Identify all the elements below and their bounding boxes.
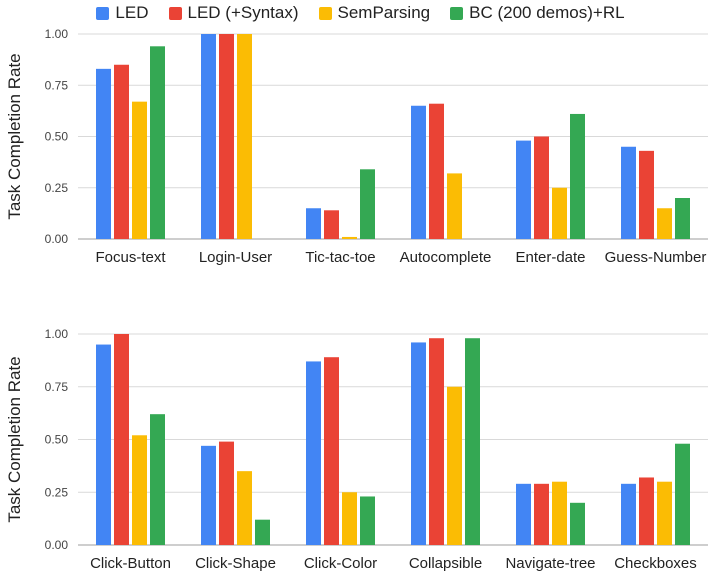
bar-1-guess-number-3 [657, 208, 672, 239]
x-tick-label-2-3: Collapsible [409, 555, 482, 572]
bar-2-checkboxes-2 [639, 477, 654, 545]
bar-2-navigate-tree-3 [552, 481, 567, 545]
bar-2-checkboxes-1 [621, 483, 636, 545]
bar-2-navigate-tree-2 [534, 483, 549, 545]
x-tick-label-1-3: Autocomplete [400, 249, 492, 266]
legend-label-led: LED [115, 3, 149, 22]
bar-2-navigate-tree-4 [570, 502, 585, 545]
legend-item-led: LED [96, 3, 149, 23]
y-tick-label-1-0: 0.00 [45, 232, 69, 246]
bar-1-focus-text-1 [96, 68, 111, 239]
bar-1-tic-tac-toe-3 [342, 236, 357, 239]
bar-1-focus-text-4 [150, 46, 165, 239]
bar-1-focus-text-2 [114, 64, 129, 239]
bar-1-enter-date-4 [570, 113, 585, 239]
bar-1-enter-date-3 [552, 187, 567, 239]
x-tick-label-1-2: Tic-tac-toe [305, 249, 375, 266]
bar-2-click-button-2 [114, 334, 129, 545]
bar-2-collapsible-3 [447, 386, 462, 545]
bar-2-click-color-3 [342, 492, 357, 545]
bar-2-collapsible-2 [429, 338, 444, 545]
legend-item-bc-rl: BC (200 demos)+RL [450, 3, 625, 23]
legend-swatch-bc-rl [450, 6, 464, 20]
legend-label-semparsing: SemParsing [337, 3, 431, 22]
x-tick-label-1-4: Enter-date [515, 249, 585, 266]
x-tick-label-2-2: Click-Color [304, 555, 377, 572]
x-tick-label-2-4: Navigate-tree [505, 555, 595, 572]
bar-2-click-button-1 [96, 344, 111, 545]
bar-1-autocomplete-1 [411, 105, 426, 239]
bar-1-enter-date-1 [516, 140, 531, 239]
bar-1-login-user-1 [201, 34, 216, 239]
bar-1-autocomplete-3 [447, 173, 462, 239]
y-tick-label-1-1: 0.25 [45, 181, 69, 195]
legend-item-semparsing: SemParsing [318, 3, 431, 23]
y-axis-title-2: Task Completion Rate [5, 356, 24, 522]
bar-2-checkboxes-4 [675, 443, 690, 545]
bar-2-click-color-4 [360, 496, 375, 545]
bar-2-checkboxes-3 [657, 481, 672, 545]
bar-1-focus-text-3 [132, 101, 147, 240]
bar-2-collapsible-1 [411, 342, 426, 545]
legend-swatch-led [96, 6, 110, 20]
x-tick-label-1-5: Guess-Number [605, 249, 707, 266]
legend-swatch-semparsing [318, 6, 332, 20]
y-tick-label-1-2: 0.50 [45, 130, 69, 144]
bar-1-enter-date-2 [534, 136, 549, 239]
bar-2-click-button-4 [150, 414, 165, 545]
bar-1-login-user-3 [237, 34, 252, 239]
y-axis-title-1: Task Completion Rate [5, 53, 24, 219]
bar-2-navigate-tree-1 [516, 483, 531, 545]
legend-label-bc-rl: BC (200 demos)+RL [469, 3, 625, 22]
legend-swatch-led-syntax [168, 6, 182, 20]
bar-1-guess-number-4 [675, 198, 690, 239]
x-tick-label-2-0: Click-Button [90, 555, 171, 572]
bar-2-click-shape-3 [237, 471, 252, 545]
bar-1-tic-tac-toe-2 [324, 210, 339, 239]
bar-2-click-shape-1 [201, 445, 216, 545]
bar-2-click-color-1 [306, 361, 321, 545]
bar-1-guess-number-1 [621, 146, 636, 239]
y-tick-label-1-3: 0.75 [45, 78, 69, 92]
bar-2-click-shape-4 [255, 519, 270, 545]
bar-1-guess-number-2 [639, 150, 654, 239]
bar-2-click-button-3 [132, 435, 147, 545]
y-tick-label-2-2: 0.50 [45, 433, 69, 447]
y-tick-label-2-3: 0.75 [45, 380, 69, 394]
legend-label-led-syntax: LED (+Syntax) [187, 3, 299, 22]
x-tick-label-2-5: Checkboxes [614, 555, 697, 572]
legend-item-led-syntax: LED (+Syntax) [168, 3, 299, 23]
bar-1-autocomplete-2 [429, 103, 444, 239]
x-tick-label-1-1: Login-User [199, 249, 272, 266]
y-tick-label-2-1: 0.25 [45, 485, 69, 499]
y-tick-label-1-4: 1.00 [45, 27, 69, 41]
bar-2-click-color-2 [324, 357, 339, 545]
y-tick-label-2-4: 1.00 [45, 327, 69, 341]
x-tick-label-1-0: Focus-text [95, 249, 166, 266]
bar-1-tic-tac-toe-4 [360, 169, 375, 239]
bar-1-tic-tac-toe-1 [306, 208, 321, 239]
bar-1-login-user-2 [219, 34, 234, 239]
x-tick-label-2-1: Click-Shape [195, 555, 276, 572]
chart-legend: LED LED (+Syntax) SemParsing BC (200 dem… [0, 0, 721, 26]
y-tick-label-2-0: 0.00 [45, 538, 69, 552]
bar-2-collapsible-4 [465, 338, 480, 545]
bar-2-click-shape-2 [219, 441, 234, 545]
